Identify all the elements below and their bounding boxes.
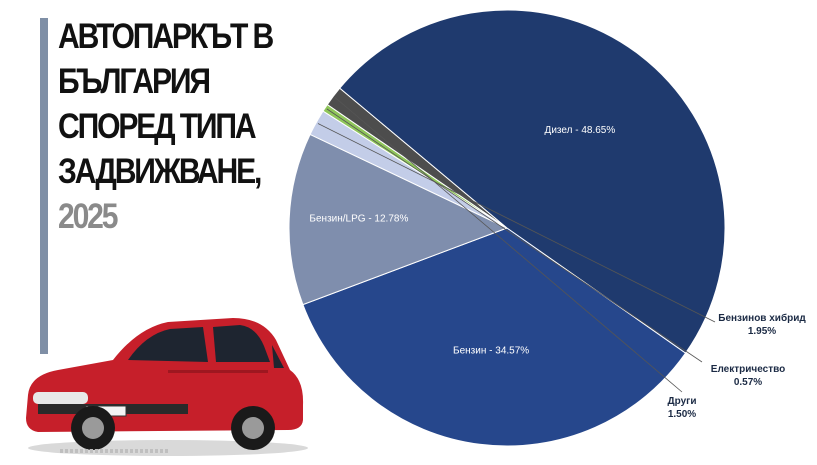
pie-slice-5 [339, 9, 726, 354]
leader-line-3 [326, 108, 703, 363]
accent-bar [40, 18, 48, 354]
title-line-4: ЗАДВИЖВАНЕ, [58, 152, 262, 191]
outer-label-4: Други 1.50% [668, 396, 697, 420]
title-line-1: АВТОПАРКЪТ В [58, 17, 274, 56]
pie-slice-1 [288, 133, 509, 306]
title-line-3: СПОРЕД ТИПА [58, 107, 257, 146]
outer-label-2: Бензинов хибрид 1.95% [718, 312, 806, 337]
pie-slice-0 [302, 227, 687, 447]
leader-line-4 [334, 97, 683, 393]
slice-label-0: Бензин - 34.57% [453, 345, 529, 356]
title-year: 2025 [58, 197, 119, 236]
slice-label-1: Бензин/LPG - 12.78% [309, 214, 408, 225]
photo-credit [60, 449, 170, 453]
leader-line-2 [317, 123, 716, 323]
pie-slices [288, 9, 726, 447]
title-line-2: БЪЛГАРИЯ [58, 62, 211, 101]
chart-title: АВТОПАРКЪТ В БЪЛГАРИЯ СПОРЕД ТИПА ЗАДВИЖ… [58, 14, 308, 239]
slice-label-5: Дизел - 48.65% [545, 125, 616, 136]
pie-labels: Бензин - 34.57% Бензин/LPG - 12.78% Бензин… [309, 97, 806, 420]
outer-label-3: Електричество 0.57% [711, 364, 785, 388]
